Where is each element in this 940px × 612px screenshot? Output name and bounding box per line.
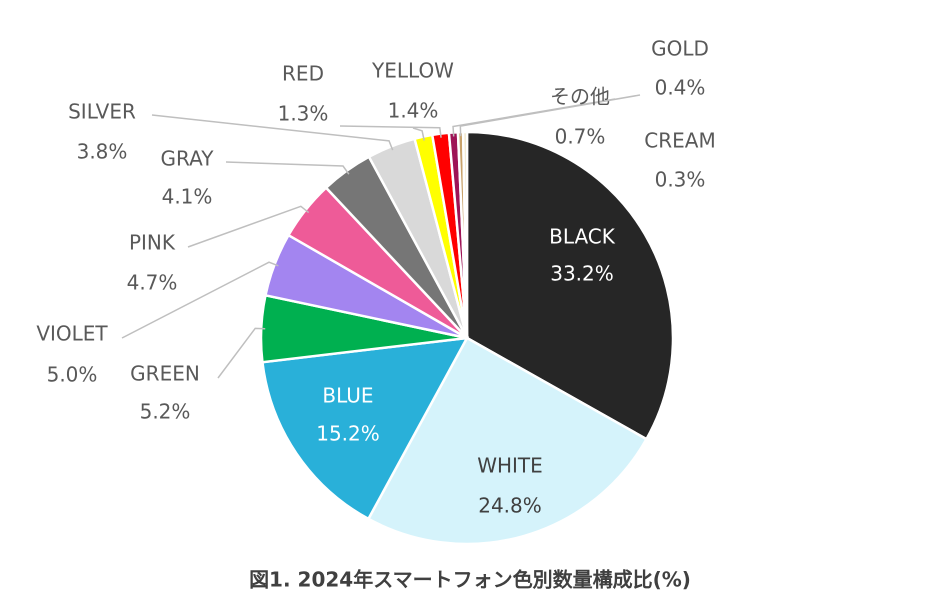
slice-label: GOLD	[651, 37, 709, 61]
value-label: 15.2%	[316, 422, 380, 446]
chart-title: 図1. 2024年スマートフォン色別数量構成比(%)	[249, 568, 691, 592]
slice-label: YELLOW	[371, 59, 454, 83]
slice-label: GRAY	[161, 147, 215, 171]
slice-label: PINK	[129, 231, 176, 255]
leader-line	[339, 125, 442, 138]
value-label: 1.4%	[388, 99, 439, 123]
value-label: 24.8%	[478, 494, 542, 518]
pie-slice	[261, 336, 470, 521]
leader-line	[412, 127, 425, 141]
slice-label: BLACK	[549, 225, 616, 249]
slice-label: RED	[282, 62, 324, 86]
leader-line	[187, 205, 310, 248]
value-label: 5.0%	[47, 363, 98, 387]
value-label: 4.7%	[127, 271, 178, 295]
value-label: 4.1%	[162, 185, 213, 209]
slice-label: その他	[550, 85, 610, 109]
slice-label: GREEN	[130, 362, 200, 386]
value-label: 0.4%	[655, 76, 706, 100]
leader-line	[225, 161, 350, 175]
value-label: 3.8%	[77, 140, 128, 164]
pie-slice	[461, 130, 469, 339]
leader-line	[459, 94, 641, 137]
slice-label: CREAM	[644, 129, 715, 153]
value-label: 33.2%	[550, 262, 614, 286]
pie-slice	[366, 336, 649, 546]
slice-label: VIOLET	[36, 322, 108, 346]
value-label: 1.3%	[278, 102, 329, 126]
value-label: 5.2%	[140, 400, 191, 424]
value-label: 0.3%	[655, 168, 706, 192]
slice-label: BLUE	[322, 384, 373, 408]
slice-label: WHITE	[477, 454, 543, 478]
leader-line	[217, 327, 266, 379]
leader-line	[151, 114, 394, 151]
pie-slice	[465, 130, 675, 441]
slice-label: SILVER	[68, 100, 136, 124]
value-label: 0.7%	[555, 125, 606, 149]
leader-line	[121, 261, 279, 339]
